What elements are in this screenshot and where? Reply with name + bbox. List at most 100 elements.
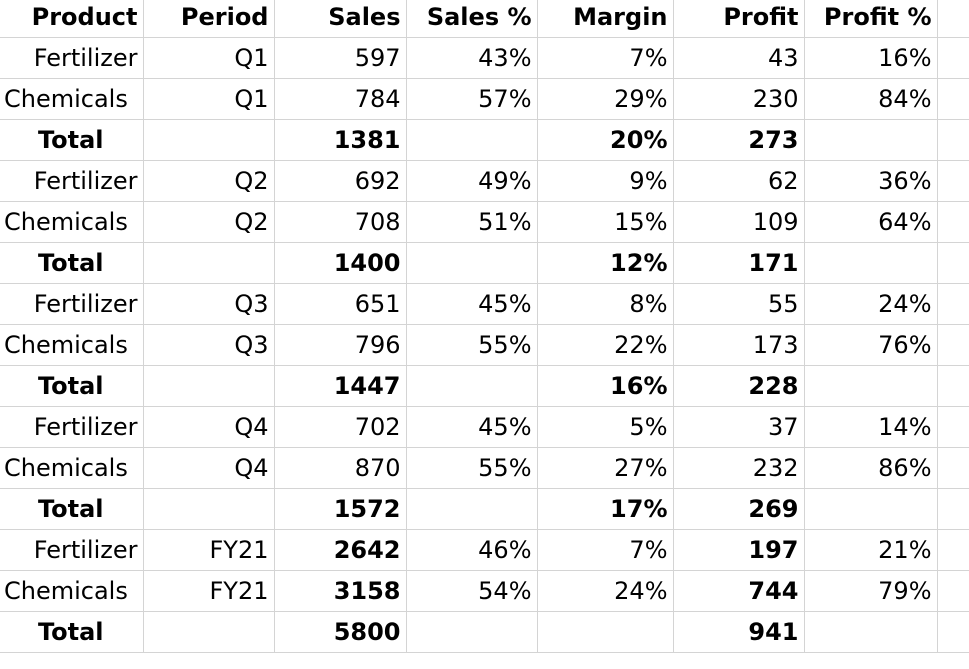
profit-cell[interactable]: 269 (673, 488, 805, 530)
profit-cell[interactable]: 173 (673, 324, 805, 366)
empty-cell[interactable] (937, 529, 969, 571)
empty-cell[interactable] (937, 242, 969, 284)
sales-cell[interactable]: 784 (274, 78, 407, 120)
sales-pct-cell[interactable]: 55% (406, 324, 538, 366)
empty-cell[interactable] (937, 78, 969, 120)
empty-cell[interactable] (937, 406, 969, 448)
product-cell[interactable]: Chemicals (0, 447, 144, 489)
margin-cell[interactable]: 20% (537, 119, 674, 161)
profit-pct-cell[interactable]: 36% (804, 160, 938, 202)
profit-cell[interactable]: 109 (673, 201, 805, 243)
period-cell[interactable]: Q2 (143, 160, 275, 202)
margin-cell[interactable]: 27% (537, 447, 674, 489)
margin-cell[interactable]: 7% (537, 529, 674, 571)
sales-cell[interactable]: 692 (274, 160, 407, 202)
sales-pct-cell[interactable] (406, 119, 538, 161)
product-cell[interactable]: Fertilizer (0, 529, 144, 571)
profit-pct-cell[interactable] (804, 611, 938, 653)
margin-cell[interactable]: 22% (537, 324, 674, 366)
header-period-cell[interactable]: Period (143, 0, 275, 38)
profit-cell[interactable]: 171 (673, 242, 805, 284)
sales-pct-cell[interactable]: 46% (406, 529, 538, 571)
period-cell[interactable]: Q2 (143, 201, 275, 243)
profit-cell[interactable]: 55 (673, 283, 805, 325)
product-cell[interactable]: Fertilizer (0, 37, 144, 79)
profit-cell[interactable]: 197 (673, 529, 805, 571)
sales-cell[interactable]: 1447 (274, 365, 407, 407)
profit-pct-cell[interactable]: 16% (804, 37, 938, 79)
sales-cell[interactable]: 708 (274, 201, 407, 243)
profit-cell[interactable]: 228 (673, 365, 805, 407)
period-cell[interactable]: FY21 (143, 570, 275, 612)
period-cell[interactable]: Q1 (143, 37, 275, 79)
period-cell[interactable] (143, 365, 275, 407)
sales-pct-cell[interactable] (406, 488, 538, 530)
sales-cell[interactable]: 1381 (274, 119, 407, 161)
sales-cell[interactable]: 597 (274, 37, 407, 79)
profit-pct-cell[interactable]: 14% (804, 406, 938, 448)
profit-pct-cell[interactable]: 86% (804, 447, 938, 489)
profit-pct-cell[interactable] (804, 242, 938, 284)
empty-cell[interactable] (937, 0, 969, 38)
margin-cell[interactable]: 17% (537, 488, 674, 530)
margin-cell[interactable] (537, 611, 674, 653)
empty-cell[interactable] (937, 201, 969, 243)
margin-cell[interactable]: 7% (537, 37, 674, 79)
empty-cell[interactable] (937, 447, 969, 489)
period-cell[interactable] (143, 242, 275, 284)
empty-cell[interactable] (937, 283, 969, 325)
sales-cell[interactable]: 651 (274, 283, 407, 325)
profit-pct-cell[interactable]: 76% (804, 324, 938, 366)
profit-cell[interactable]: 744 (673, 570, 805, 612)
product-cell[interactable]: Chemicals (0, 201, 144, 243)
sales-pct-cell[interactable]: 57% (406, 78, 538, 120)
sales-pct-cell[interactable]: 45% (406, 406, 538, 448)
period-cell[interactable] (143, 488, 275, 530)
product-cell[interactable]: Fertilizer (0, 283, 144, 325)
sales-pct-cell[interactable]: 55% (406, 447, 538, 489)
product-cell[interactable]: Chemicals (0, 324, 144, 366)
sales-cell[interactable]: 1400 (274, 242, 407, 284)
sales-pct-cell[interactable]: 45% (406, 283, 538, 325)
sales-cell[interactable]: 5800 (274, 611, 407, 653)
sales-pct-cell[interactable]: 51% (406, 201, 538, 243)
sales-cell[interactable]: 796 (274, 324, 407, 366)
product-cell[interactable]: Total (0, 611, 144, 653)
profit-pct-cell[interactable]: 64% (804, 201, 938, 243)
period-cell[interactable] (143, 119, 275, 161)
period-cell[interactable]: Q4 (143, 447, 275, 489)
margin-cell[interactable]: 15% (537, 201, 674, 243)
product-cell[interactable]: Fertilizer (0, 406, 144, 448)
product-cell[interactable]: Total (0, 365, 144, 407)
header-margin-cell[interactable]: Margin (537, 0, 674, 38)
empty-cell[interactable] (937, 160, 969, 202)
empty-cell[interactable] (937, 365, 969, 407)
sales-pct-cell[interactable] (406, 611, 538, 653)
sales-pct-cell[interactable] (406, 365, 538, 407)
product-cell[interactable]: Fertilizer (0, 160, 144, 202)
sales-cell[interactable]: 870 (274, 447, 407, 489)
sales-pct-cell[interactable] (406, 242, 538, 284)
sales-pct-cell[interactable]: 49% (406, 160, 538, 202)
empty-cell[interactable] (937, 611, 969, 653)
sales-cell[interactable]: 3158 (274, 570, 407, 612)
profit-cell[interactable]: 43 (673, 37, 805, 79)
header-sales-pct-cell[interactable]: Sales % (406, 0, 538, 38)
margin-cell[interactable]: 8% (537, 283, 674, 325)
sales-pct-cell[interactable]: 54% (406, 570, 538, 612)
header-sales-cell[interactable]: Sales (274, 0, 407, 38)
margin-cell[interactable]: 24% (537, 570, 674, 612)
period-cell[interactable]: FY21 (143, 529, 275, 571)
profit-cell[interactable]: 62 (673, 160, 805, 202)
empty-cell[interactable] (937, 570, 969, 612)
sales-cell[interactable]: 702 (274, 406, 407, 448)
period-cell[interactable]: Q4 (143, 406, 275, 448)
empty-cell[interactable] (937, 488, 969, 530)
margin-cell[interactable]: 9% (537, 160, 674, 202)
profit-cell[interactable]: 941 (673, 611, 805, 653)
product-cell[interactable]: Chemicals (0, 570, 144, 612)
profit-pct-cell[interactable]: 21% (804, 529, 938, 571)
empty-cell[interactable] (937, 119, 969, 161)
product-cell[interactable]: Total (0, 119, 144, 161)
product-cell[interactable]: Total (0, 488, 144, 530)
